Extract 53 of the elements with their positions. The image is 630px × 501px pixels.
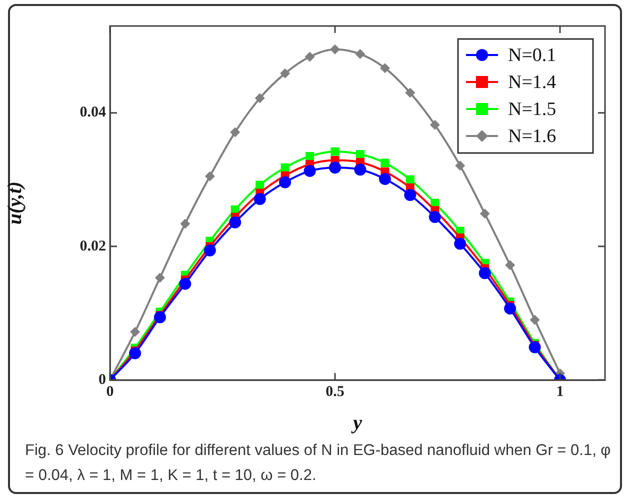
y-tick-label: 0 [98, 372, 106, 388]
point [204, 171, 215, 182]
point [355, 49, 366, 60]
point [179, 278, 192, 290]
x-tick-label: 0.5 [326, 384, 344, 400]
point [404, 188, 416, 201]
point [380, 158, 390, 168]
y-tick-label: 0.04 [80, 104, 106, 121]
y-tick-label: 0.02 [80, 238, 106, 254]
x-tick-label: 1 [556, 384, 564, 400]
point [230, 127, 240, 138]
point [329, 162, 341, 174]
caption: Fig. 6 Velocity profile for different values of N in EG-based nanofluid when Gr = 0.1, φ = 0.04, λ = 1, M = 1, K = 1, t = 10, ω = 0.2. [25, 441, 612, 486]
y-axis-title: u(y,t) [4, 181, 26, 225]
point [280, 68, 290, 78]
point [254, 192, 266, 205]
point [154, 272, 165, 283]
point [505, 260, 516, 270]
legend-label: N=0.1 [508, 44, 556, 66]
point [454, 238, 466, 250]
point [528, 341, 541, 354]
point [380, 63, 390, 74]
point [256, 180, 264, 190]
point [254, 93, 265, 104]
point [478, 267, 491, 280]
point [154, 311, 166, 324]
point [405, 88, 416, 98]
point [455, 160, 466, 171]
point [406, 175, 414, 184]
point [204, 244, 216, 256]
point [280, 163, 290, 172]
point [330, 44, 340, 54]
x-axis-title: y [351, 412, 362, 434]
point [130, 326, 140, 337]
point [229, 216, 242, 228]
point [530, 314, 540, 325]
point [304, 52, 315, 62]
point [378, 172, 391, 185]
point [356, 150, 364, 158]
legend-label: N=1.5 [508, 98, 556, 120]
point [480, 208, 490, 219]
point [330, 147, 340, 156]
point [180, 218, 190, 229]
point [428, 211, 441, 224]
point [306, 152, 314, 160]
point [504, 302, 516, 315]
point [304, 164, 316, 177]
legend-label: N=1.4 [508, 72, 557, 93]
legend-label: N=1.6 [508, 126, 556, 147]
point [430, 120, 440, 130]
point [354, 164, 366, 176]
point [129, 347, 142, 360]
point [279, 176, 292, 188]
